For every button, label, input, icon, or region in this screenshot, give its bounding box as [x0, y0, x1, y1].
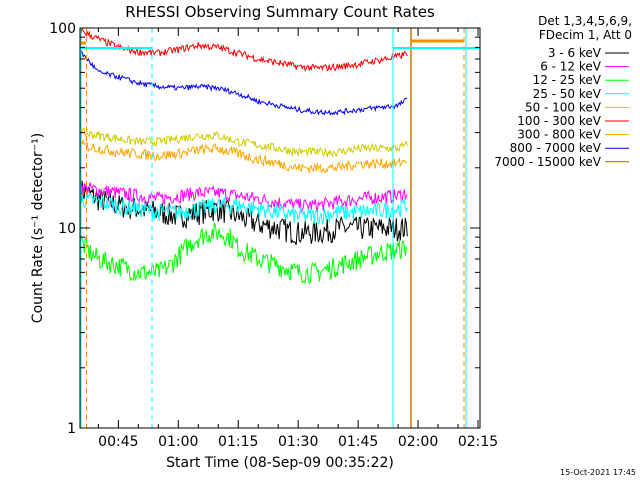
- y-tick-label-0: 1: [67, 421, 76, 437]
- series-line-4: [80, 128, 408, 159]
- legend-label-2: 12 - 25 keV: [533, 73, 602, 87]
- series-line-1: [80, 182, 408, 214]
- legend-label-3: 25 - 50 keV: [533, 87, 602, 101]
- x-tick-label-3: 01:30: [278, 434, 318, 450]
- x-tick-label-6: 02:15: [458, 434, 498, 450]
- legend-header-line1: Det 1,3,4,5,6,9,: [538, 14, 632, 28]
- x-tick-label-1: 01:00: [158, 434, 198, 450]
- x-tick-label-4: 01:45: [338, 434, 378, 450]
- x-axis-label: Start Time (08-Sep-09 00:35:22): [166, 455, 394, 471]
- tick-layer: 00:45 01:00 01:15 01:30 01:45 02:00 02:15 1 10 10…: [49, 21, 498, 450]
- timestamp: 15-Oct-2021 17:45: [560, 468, 636, 477]
- series-line-5: [80, 27, 408, 73]
- legend-label-6: 300 - 800 keV: [517, 128, 601, 142]
- y-tick-label-1: 10: [58, 221, 76, 237]
- series-line-2: [80, 221, 408, 285]
- series-layer: [80, 27, 408, 285]
- x-tick-label-5: 02:00: [398, 434, 438, 450]
- legend-label-0: 3 - 6 keV: [548, 46, 602, 60]
- x-tick-label-0: 00:45: [98, 434, 138, 450]
- legend-label-8: 7000 - 15000 keV: [494, 155, 601, 169]
- series-line-7: [80, 50, 408, 116]
- series-line-0: [80, 180, 408, 245]
- legend-label-1: 6 - 12 keV: [540, 60, 602, 74]
- legend-header-line2: FDecim 1, Att 0: [539, 28, 632, 42]
- legend-label-4: 50 - 100 keV: [525, 100, 602, 114]
- x-tick-label-2: 01:15: [218, 434, 258, 450]
- legend-label-5: 100 - 300 keV: [517, 114, 601, 128]
- chart-title: RHESSI Observing Summary Count Rates: [125, 3, 435, 21]
- series-line-6: [80, 138, 408, 174]
- y-tick-label-2: 100: [49, 21, 76, 37]
- series-line-3: [80, 192, 408, 227]
- legend-label-7: 800 - 7000 keV: [510, 141, 602, 155]
- y-axis-label: Count Rate (s⁻¹ detector⁻¹): [30, 133, 46, 323]
